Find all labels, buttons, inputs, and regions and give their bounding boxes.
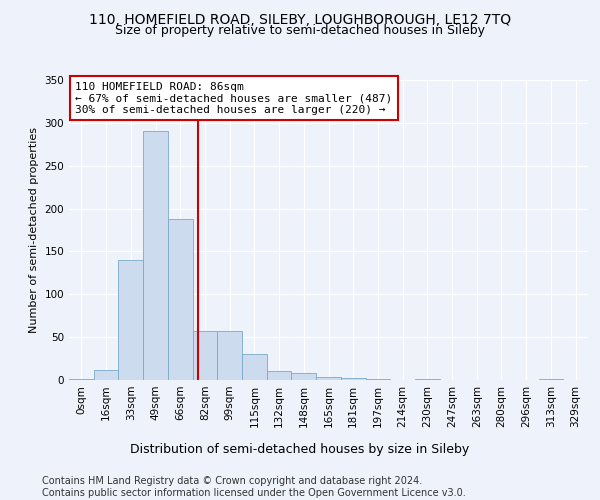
- Text: Size of property relative to semi-detached houses in Sileby: Size of property relative to semi-detach…: [115, 24, 485, 37]
- Bar: [217, 331, 242, 380]
- Bar: [539, 379, 563, 380]
- Bar: [316, 376, 341, 380]
- Bar: [118, 260, 143, 380]
- Bar: [193, 331, 217, 380]
- Bar: [365, 379, 390, 380]
- Bar: [168, 219, 193, 380]
- Bar: [292, 373, 316, 380]
- Bar: [415, 379, 440, 380]
- Bar: [69, 379, 94, 380]
- Bar: [242, 354, 267, 380]
- Text: Contains HM Land Registry data © Crown copyright and database right 2024.
Contai: Contains HM Land Registry data © Crown c…: [42, 476, 466, 498]
- Text: Distribution of semi-detached houses by size in Sileby: Distribution of semi-detached houses by …: [130, 442, 470, 456]
- Text: 110 HOMEFIELD ROAD: 86sqm
← 67% of semi-detached houses are smaller (487)
30% of: 110 HOMEFIELD ROAD: 86sqm ← 67% of semi-…: [75, 82, 392, 115]
- Bar: [267, 372, 292, 380]
- Bar: [94, 370, 118, 380]
- Bar: [341, 378, 365, 380]
- Y-axis label: Number of semi-detached properties: Number of semi-detached properties: [29, 127, 39, 333]
- Bar: [143, 132, 168, 380]
- Text: 110, HOMEFIELD ROAD, SILEBY, LOUGHBOROUGH, LE12 7TQ: 110, HOMEFIELD ROAD, SILEBY, LOUGHBOROUG…: [89, 12, 511, 26]
